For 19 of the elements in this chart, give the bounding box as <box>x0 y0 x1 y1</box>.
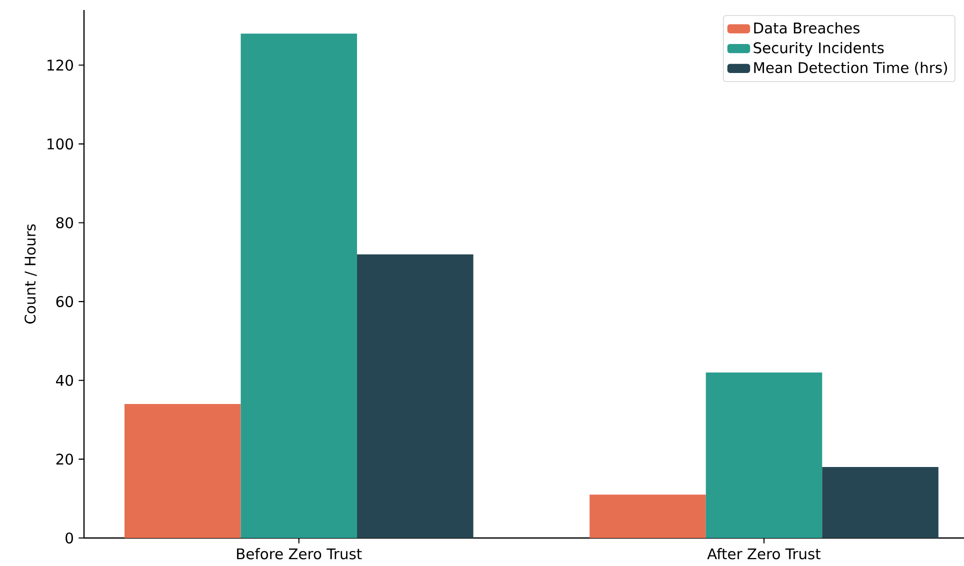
y-tick-label: 80 <box>56 217 73 228</box>
bar <box>124 404 241 538</box>
y-tick-label: 0 <box>66 532 73 544</box>
bar <box>357 254 474 538</box>
legend-label: Data Breaches <box>754 22 860 34</box>
y-tick-label: 60 <box>56 296 73 308</box>
y-tick-label: 40 <box>56 374 73 386</box>
x-tick-label: After Zero Trust <box>707 548 821 560</box>
y-tick-label: 120 <box>48 60 73 71</box>
y-tick-label: 100 <box>48 138 73 150</box>
legend-label: Security Incidents <box>754 42 884 56</box>
bar <box>706 372 822 538</box>
bar <box>822 467 938 538</box>
y-axis-title: Count / Hours <box>24 224 37 324</box>
bar <box>240 34 358 538</box>
bar <box>590 494 706 538</box>
y-tick-label: 20 <box>56 454 73 465</box>
x-tick-label: Before Zero Trust <box>237 548 362 560</box>
legend-label: Mean Detection Time (hrs) <box>754 62 947 75</box>
